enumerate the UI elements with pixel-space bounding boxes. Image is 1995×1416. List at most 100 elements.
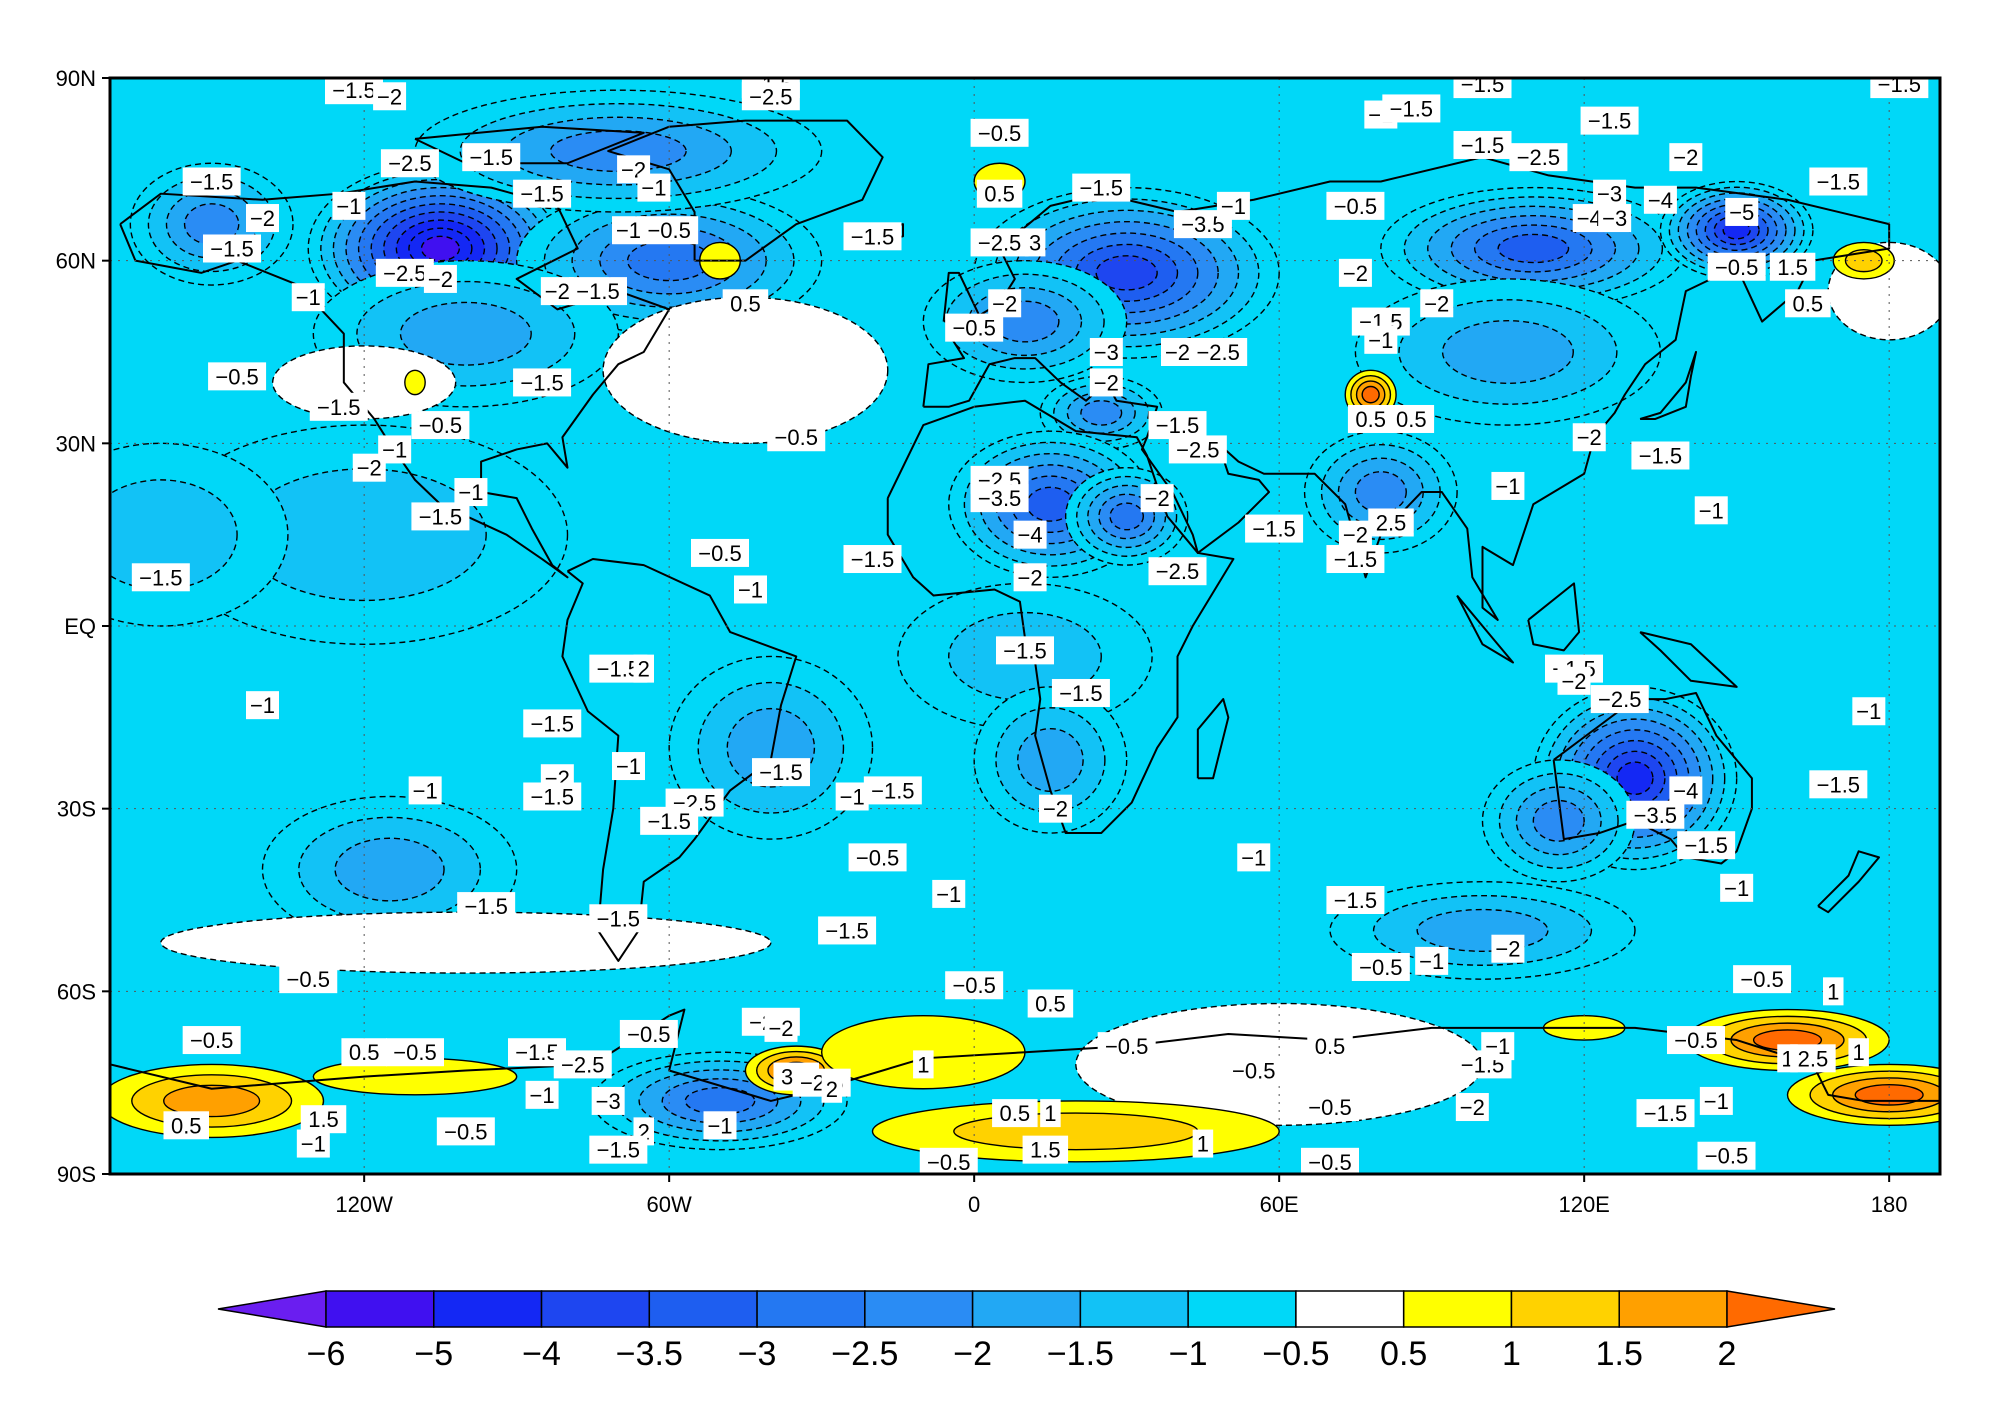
- anomaly-cell: [261, 795, 518, 944]
- colorbar: −6 −5 −4 −3.5 −3 −2.5 −2 −1.5 −1 −0.5 0.5 1 1.5 2: [217, 1290, 1836, 1373]
- coastline: [1639, 351, 1697, 420]
- contour-label-box: [411, 411, 470, 440]
- contour-band: [953, 1112, 1199, 1151]
- contour-label: −0.5: [386, 1038, 444, 1067]
- contour-label: −1: [408, 776, 442, 805]
- contour-label-text: −1.5: [1817, 772, 1860, 797]
- contour-label-text: −1.5: [419, 504, 462, 529]
- contour-label-text: −1.5: [1644, 1101, 1687, 1126]
- contour-label-box: [309, 392, 368, 421]
- contour-label-text: −1.5: [851, 547, 894, 572]
- contour-label: −2: [1491, 934, 1525, 963]
- contour-label-box: [1051, 678, 1110, 707]
- coastline: [1552, 691, 1753, 865]
- contour-label-text: −1: [707, 1113, 732, 1138]
- contour-label: 1: [913, 1050, 934, 1079]
- contour-label: −1.5: [589, 1135, 648, 1164]
- contour-label: −2: [988, 289, 1022, 318]
- contour-label: −1.5: [1453, 130, 1512, 159]
- x-tick-label: 120E: [1558, 1192, 1609, 1217]
- contour-label-box: [591, 1086, 625, 1115]
- contour-label-box: [1823, 977, 1844, 1006]
- contour-label: 0.5: [1785, 289, 1831, 318]
- contour-label-box: [1593, 179, 1627, 208]
- contour-label-text: −1: [1704, 1089, 1729, 1114]
- contour-label-box: [457, 892, 516, 921]
- contour-label: −4: [1643, 185, 1677, 214]
- contour-label: −0.5: [1224, 1056, 1283, 1085]
- contour-label-text: −2.5: [561, 1052, 604, 1077]
- contour-label-text: −0.5: [1740, 967, 1783, 992]
- contour-label-box: [1140, 484, 1174, 513]
- contour-label-box: [1382, 94, 1441, 123]
- contour-label: −1: [454, 478, 488, 507]
- contour-label-box: [633, 654, 654, 683]
- contour-label-text: −1: [530, 1083, 555, 1108]
- contour-label-box: [462, 143, 521, 172]
- contour-label-box: [279, 965, 338, 994]
- contour-label-box: [988, 289, 1022, 318]
- contour-label: 2.5: [1790, 1044, 1836, 1073]
- contour-label-text: 0.5: [1793, 291, 1824, 316]
- contour-label: −3.5: [970, 484, 1029, 513]
- contour-label: −1: [932, 879, 966, 908]
- contour-label-box: [1453, 130, 1512, 159]
- contour-label-box: [1237, 843, 1271, 872]
- contour-label: −2: [540, 277, 574, 306]
- contour-label-text: −2.5: [1196, 340, 1239, 365]
- contour-label-box: [919, 1147, 978, 1174]
- contour-label: −2: [1140, 484, 1174, 513]
- contour-label-text: −2.5: [1156, 559, 1199, 584]
- contour-label-box: [1364, 325, 1398, 354]
- contour-label-text: −2.5: [749, 84, 792, 109]
- contour-label-box: [752, 758, 810, 787]
- contour-label-box: [821, 1074, 843, 1103]
- contour-label-text: −0.5: [419, 413, 462, 438]
- contour-label-text: −1.5: [190, 170, 233, 195]
- contour-label-text: 0.5: [1315, 1034, 1346, 1059]
- contour-label: 2: [633, 654, 654, 683]
- contour-label-text: −1: [1368, 328, 1393, 353]
- contour-label-text: −1.5: [1059, 681, 1102, 706]
- contour-label-text: −1: [1485, 1034, 1510, 1059]
- contour-label: −3: [1598, 204, 1632, 233]
- contour-label-box: [992, 1099, 1038, 1128]
- contour-label-box: [513, 368, 572, 397]
- contour-label: 2.5: [1368, 508, 1414, 537]
- contour-label-box: [246, 691, 279, 720]
- colorbar-swatch: [325, 1290, 435, 1328]
- contour-label-box: [1631, 441, 1690, 470]
- contour-label-box: [1707, 252, 1766, 281]
- contour-label-box: [1224, 1056, 1283, 1085]
- contour-label-box: [970, 118, 1029, 147]
- contour-label: 1: [1192, 1129, 1214, 1158]
- contour-label-box: [436, 1117, 495, 1146]
- contour-label: −2: [423, 264, 457, 293]
- contour-label: −1.5: [325, 78, 383, 105]
- contour-label-box: [1677, 831, 1736, 860]
- contour-label-text: 1: [1197, 1132, 1209, 1157]
- contour-label-box: [843, 222, 902, 251]
- contour-label-box: [182, 1026, 241, 1055]
- x-tick-label: 60E: [1260, 1192, 1299, 1217]
- contour-label-box: [380, 149, 439, 178]
- contour-label-text: −1.5: [851, 224, 894, 249]
- contour-label: −1: [525, 1080, 559, 1109]
- colorbar-level-label: −1: [1169, 1335, 1208, 1373]
- contour-label-box: [848, 843, 907, 872]
- contour-label-box: [352, 453, 386, 482]
- contour-label-text: −1: [1221, 194, 1246, 219]
- contour-label-box: [1039, 794, 1072, 823]
- contour-label-text: 1: [917, 1052, 929, 1077]
- anomaly-cell: [1354, 278, 1662, 426]
- contour-label-text: −1: [413, 778, 438, 803]
- contour-label: −1: [291, 283, 325, 312]
- contour-label: −2: [1039, 794, 1072, 823]
- contour-label-text: −3: [1094, 340, 1119, 365]
- contour-label-text: −1.5: [520, 182, 563, 207]
- contour-label: 2: [821, 1074, 843, 1103]
- contour-label-text: −0.5: [856, 845, 899, 870]
- contour-label-text: −0.5: [444, 1119, 487, 1144]
- colorbar-swatch: [1402, 1290, 1513, 1328]
- contour-label-box: [246, 204, 279, 233]
